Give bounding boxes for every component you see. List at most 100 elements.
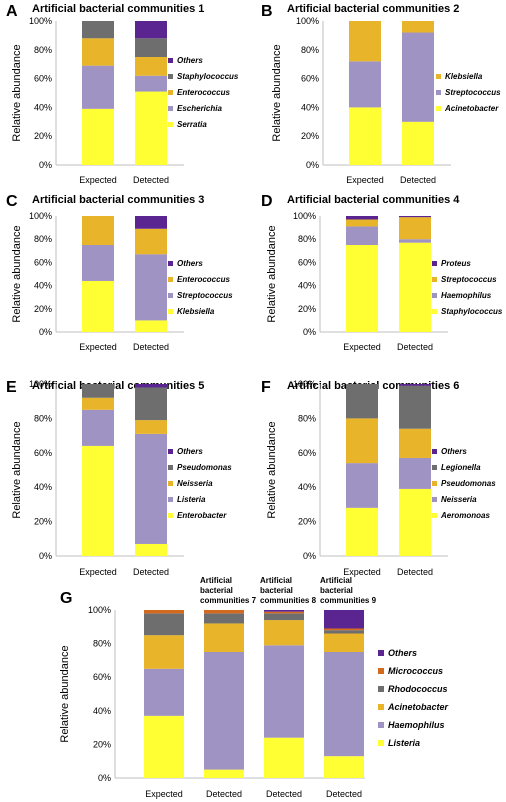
bar-segment-enterococcus: [82, 38, 114, 66]
legend-label: Streptococcus: [445, 88, 501, 97]
legend-swatch: [436, 74, 441, 79]
legend-label: Neisseria: [177, 479, 213, 488]
legend-label: Acinetobacter: [387, 702, 449, 712]
x-tick-label: Expected: [79, 567, 117, 577]
y-axis-label: Relative abundance: [11, 421, 23, 518]
bar-segment-enterobacter: [135, 543, 167, 556]
bar-segment-pseudomonas: [135, 387, 167, 421]
y-tick-label: 100%: [29, 379, 52, 389]
bar-segment-staphylococcus: [135, 38, 167, 57]
legend-label: Escherichia: [177, 104, 222, 113]
y-tick-label: 80%: [34, 234, 52, 244]
y-tick-label: 0%: [303, 551, 316, 561]
legend-swatch: [378, 650, 384, 656]
bar-segment-aeromonoas: [346, 507, 378, 556]
legend-label: Haemophilus: [388, 720, 445, 730]
bar-segment-escherichia: [82, 65, 114, 109]
panel-letter: G: [60, 590, 72, 607]
legend-swatch: [378, 704, 384, 710]
panel-g: G 0% 20% 40% 60% 80% 100% Relative abundance Exp…: [59, 576, 449, 799]
bar-segment-klebsiella: [82, 280, 114, 332]
bar-segment-enterobacter: [82, 445, 114, 556]
panel-letter: A: [6, 3, 18, 20]
legend-label: Streptococcus: [441, 275, 497, 284]
x-tick-label: Detected: [400, 175, 436, 185]
x-tick-label: Detected: [326, 789, 362, 799]
legend-swatch: [168, 261, 173, 266]
bar-segment-enterococcus: [135, 228, 167, 255]
legend-swatch: [432, 277, 437, 282]
bar-segment-listeria: [264, 737, 304, 778]
legend-label: Neisseria: [441, 495, 477, 504]
legend-label: Proteus: [441, 259, 471, 268]
y-axis-label: Relative abundance: [59, 645, 71, 742]
bar-top-label: communities 9: [320, 596, 377, 605]
y-tick-label: 100%: [296, 16, 319, 26]
y-tick-label: 20%: [34, 517, 52, 527]
y-tick-label: 80%: [34, 413, 52, 423]
bar-segment-legionella: [346, 384, 378, 419]
x-tick-label: Detected: [133, 567, 169, 577]
bar-segment-aeromonoas: [399, 488, 431, 556]
y-tick-label: 60%: [301, 74, 319, 84]
bar-segment-haemophilus: [264, 645, 304, 738]
bar-segment-listeria: [144, 715, 184, 778]
legend-swatch: [168, 465, 173, 470]
y-tick-label: 40%: [93, 706, 111, 716]
legend-swatch: [168, 481, 173, 486]
bar-segment-micrococcus: [204, 610, 244, 614]
bar-segment-staphylococcus: [346, 245, 378, 332]
legend-label: Others: [388, 648, 417, 658]
legend-swatch: [378, 722, 384, 728]
y-tick-label: 0%: [98, 773, 111, 783]
bar-top-label: Artificial: [260, 576, 292, 585]
y-tick-label: 80%: [301, 45, 319, 55]
bar-segment-streptococcus: [135, 254, 167, 321]
legend-label: Pseudomonas: [177, 463, 232, 472]
legend-swatch: [432, 513, 437, 518]
bar-segment-enterococcus: [135, 57, 167, 76]
legend-label: Enterococcus: [177, 275, 230, 284]
bar-top-label: bacterial: [320, 586, 353, 595]
bar-segment-klebsiella: [402, 21, 434, 33]
bar-segment-haemophilus: [324, 652, 364, 757]
legend-label: Staphylococcus: [441, 307, 503, 316]
y-tick-label: 80%: [93, 639, 111, 649]
legend-label: Others: [441, 447, 467, 456]
legend-swatch: [378, 740, 384, 746]
x-tick-label: Expected: [346, 175, 384, 185]
legend-swatch: [432, 481, 437, 486]
legend-label: Micrococcus: [388, 666, 443, 676]
bar-segment-rhodococcus: [324, 630, 364, 634]
bar-segment-others: [264, 610, 304, 612]
x-tick-label: Expected: [343, 567, 381, 577]
legend-swatch: [432, 309, 437, 314]
y-tick-label: 60%: [34, 448, 52, 458]
legend-swatch: [168, 106, 173, 111]
y-tick-label: 0%: [39, 327, 52, 337]
bar-segment-haemophilus: [346, 226, 378, 245]
y-tick-label: 80%: [298, 234, 316, 244]
bar-segment-serratia: [135, 91, 167, 165]
y-tick-label: 40%: [34, 102, 52, 112]
bar-segment-serratia: [82, 108, 114, 165]
legend-label: Enterococcus: [177, 88, 230, 97]
y-tick-label: 20%: [34, 304, 52, 314]
legend-swatch: [432, 449, 437, 454]
bar-segment-listeria: [204, 769, 244, 778]
legend-swatch: [168, 58, 173, 63]
bar-segment-micrococcus: [324, 628, 364, 631]
bar-segment-streptococcus: [399, 217, 431, 240]
x-tick-label: Detected: [397, 567, 433, 577]
bar-segment-others: [135, 216, 167, 229]
bar-segment-listeria: [135, 433, 167, 544]
legend-label: Enterobacter: [177, 511, 227, 520]
bar-segment-rhodococcus: [264, 613, 304, 621]
bar-segment-others: [324, 610, 364, 629]
y-tick-label: 100%: [88, 605, 111, 615]
bar-segment-neisseria: [346, 463, 378, 508]
legend-swatch: [168, 497, 173, 502]
y-tick-label: 0%: [39, 551, 52, 561]
legend-label: Klebsiella: [445, 72, 483, 81]
panel-c: C Artificial bacterial communities 3 0% 20%…: [6, 193, 233, 352]
